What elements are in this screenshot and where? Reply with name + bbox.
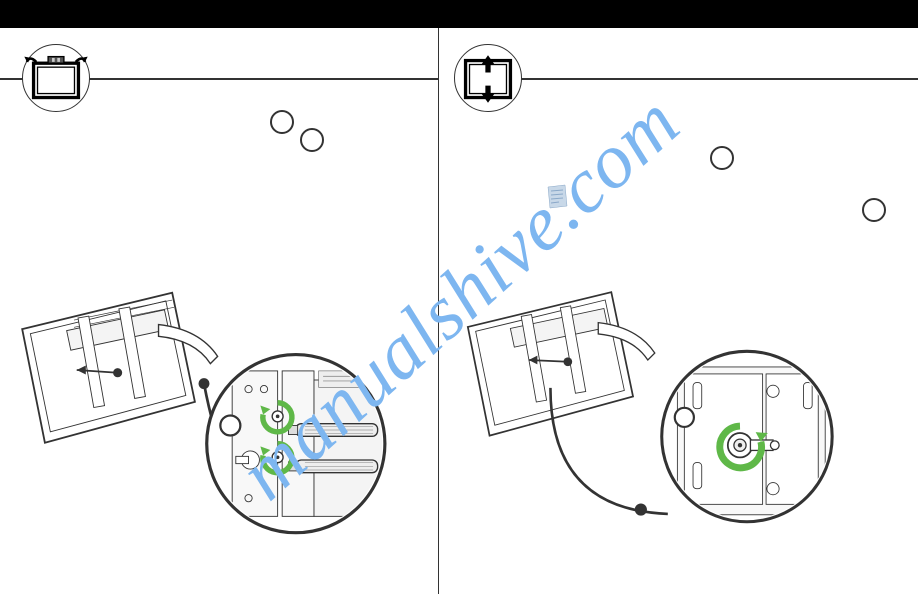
tv-mount-illustration-right <box>460 280 860 560</box>
ring-marker <box>270 110 294 134</box>
top-black-bar <box>0 0 918 28</box>
tv-mount-illustration-left <box>14 280 414 560</box>
ring-marker <box>710 146 734 170</box>
step-badge-vertical-adjust <box>454 44 522 112</box>
horizontal-line-right <box>520 78 918 80</box>
step-badge-horizontal-tilt <box>22 44 90 112</box>
ring-marker <box>300 128 324 152</box>
vertical-adjust-icon <box>455 50 521 105</box>
note-icon <box>545 184 569 210</box>
tilt-horizontal-icon <box>23 50 89 105</box>
ring-marker <box>862 198 886 222</box>
divider-vertical <box>438 28 439 594</box>
